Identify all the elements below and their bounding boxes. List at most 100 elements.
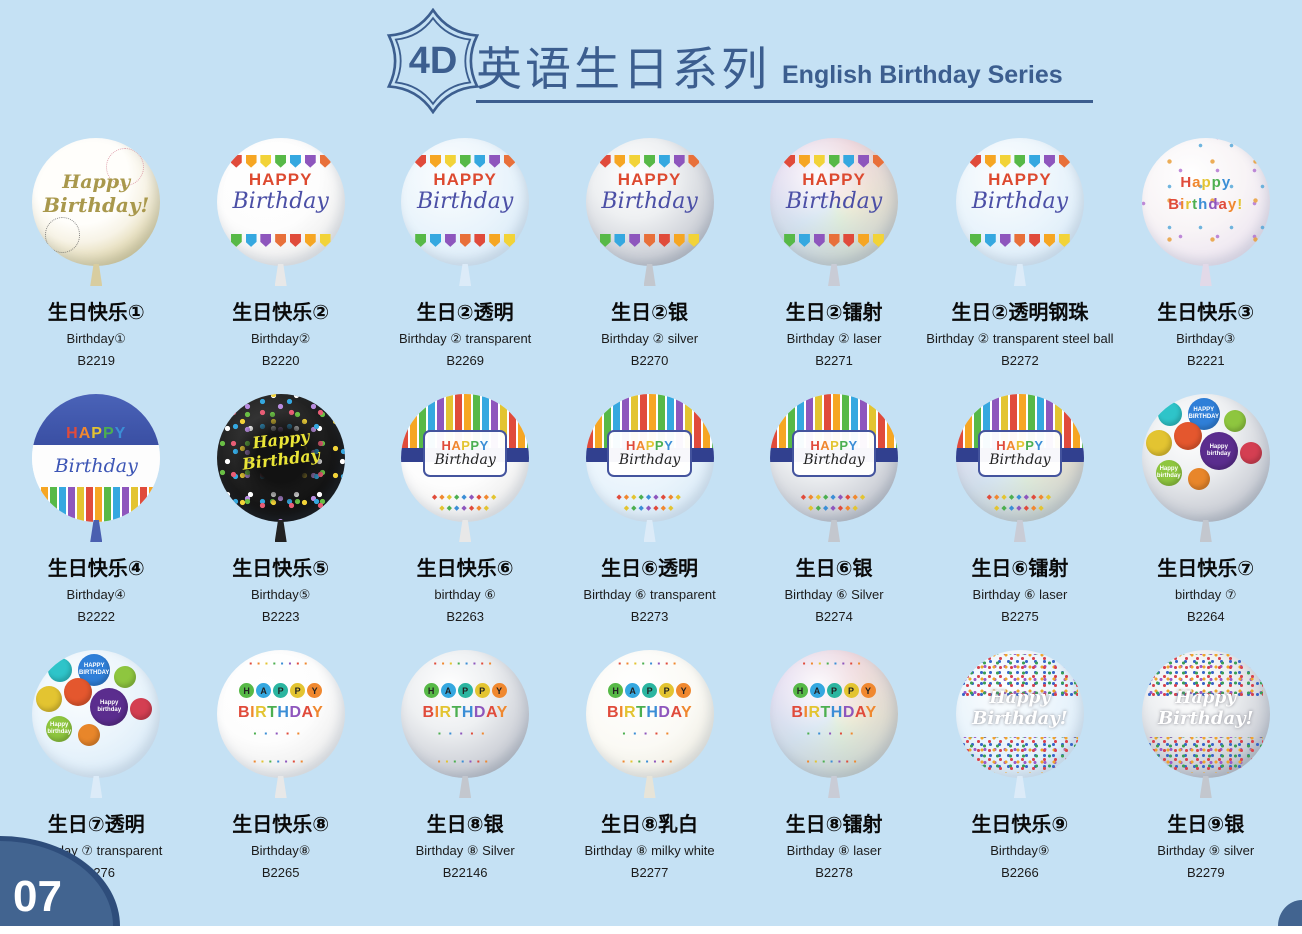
letter: A (625, 683, 641, 699)
product-cell: ▪▪▪▪▪▪▪▪ ▪▪▪▪▪ ▪▪▪▪▪▪▪ H A P P Y BIRTHDAY 生日⑧镭射 … (742, 648, 926, 881)
flag-icon (999, 233, 1011, 247)
balloon-text: HAPPY (248, 170, 313, 189)
balloon-text: Birthday (989, 451, 1051, 468)
letter: ▪ (830, 757, 838, 767)
balloon-wrap: HAPPY Birthday ◆◆◆◆◆◆◆◆◆ ◆◆◆◆◆◆◆ (401, 392, 530, 552)
balloon-image: ▪▪▪▪▪▪▪▪ ▪▪▪▪▪ ▪▪▪▪▪▪▪ H A P P Y BIRTHDAY (585, 650, 714, 778)
bunting-flags (599, 233, 700, 247)
product-name-en: Birthday① (66, 331, 126, 346)
letter: ◆ (1016, 493, 1024, 501)
letter: R (623, 703, 637, 721)
flag-icon (275, 154, 287, 168)
letter: ▪ (814, 757, 823, 767)
confetti-row: ▪▪▪▪▪▪▪▪ (780, 659, 888, 668)
balloon-text: Happy (1142, 174, 1270, 191)
letter: ◆ (830, 505, 838, 513)
flag-icon (503, 233, 515, 247)
letter: ▪ (828, 729, 840, 739)
mini-balloon (1157, 402, 1182, 426)
letter: ▪ (481, 729, 493, 739)
letter: P (290, 683, 306, 699)
bunting-flags (230, 233, 331, 247)
flag-icon (969, 154, 981, 168)
letter: ▪ (288, 658, 297, 668)
mini-balloon (1187, 468, 1210, 490)
letter: ▪ (626, 658, 634, 668)
letter: ◆ (1008, 505, 1017, 513)
product-code: B2219 (77, 353, 116, 368)
flag-icon (430, 154, 441, 168)
letter: ◆ (822, 505, 831, 513)
product-name-en: Birthday⑧ (251, 843, 311, 858)
letter: ▪ (453, 757, 462, 767)
product-name-en: Birthday ② transparent steel ball (926, 331, 1114, 346)
balloon-image: Happy Birthday! (1141, 138, 1270, 266)
letter: ▪ (834, 658, 842, 668)
letter: H (625, 437, 636, 453)
letter: ▪ (629, 757, 638, 767)
balloon-tail (643, 520, 656, 542)
flag-icon (614, 154, 626, 168)
letter: ▪ (470, 729, 482, 739)
letter: Y (114, 425, 127, 443)
product-code: B2273 (630, 609, 669, 624)
balloon-text: HAPPY (810, 438, 857, 453)
mini-balloon (1239, 442, 1262, 464)
page-number: 07 (13, 872, 62, 921)
product-name-en: birthday ⑥ (434, 587, 496, 602)
letter: ▪ (433, 658, 442, 668)
letter: A (485, 703, 497, 721)
balloon-tail (1013, 520, 1026, 542)
mini-balloon (1145, 430, 1172, 456)
letter: ◆ (1045, 493, 1054, 501)
balloon-image: Happy Birthday! (32, 138, 161, 266)
product-code: B2264 (1186, 609, 1225, 624)
product-code: B2265 (261, 865, 300, 880)
letter: ◆ (986, 493, 995, 501)
flag-icon (430, 233, 441, 247)
balloon-tail (643, 776, 656, 798)
letter: H (277, 703, 290, 721)
letter: a (1218, 195, 1228, 213)
product-cell: Happy Birthday! 生日快乐⑨ Birthday⑨ B2266 (926, 648, 1113, 881)
balloon-decoration (962, 653, 1078, 698)
product-name-zh: 生日快乐⑤ (232, 558, 330, 580)
letter: ◆ (668, 493, 676, 501)
flag-icon (1043, 154, 1055, 168)
product-name-en: Birthday ⑥ laser (972, 587, 1068, 602)
balloon-text: Birthday! (972, 707, 1068, 729)
letter: ◆ (631, 493, 639, 501)
confetti-row: ▪▪▪▪▪▪▪ (780, 757, 888, 766)
product-cell: HAPPY BIRTHDAY Happy birthday Happy birthd… (1114, 392, 1298, 625)
confetti-row: ▪▪▪▪▪▪▪ (411, 757, 519, 766)
mini-balloon (114, 666, 137, 688)
balloon-tail (90, 520, 103, 542)
flag-icon (474, 154, 486, 168)
letter: ▪ (276, 757, 285, 767)
bunting-flags (969, 233, 1070, 247)
flag-icon (599, 154, 611, 168)
letter: ◆ (859, 493, 868, 501)
balloon-tail (1013, 264, 1026, 286)
flag-icon (304, 154, 316, 168)
flag-icon (784, 154, 796, 168)
letter: ▪ (665, 658, 674, 668)
letter: ▪ (459, 729, 471, 739)
balloon-tail (274, 264, 287, 286)
letter: ◆ (822, 493, 831, 501)
balloon-tail (1199, 776, 1212, 798)
letter: H (423, 683, 439, 699)
flag-icon (828, 233, 840, 247)
letter: t (1192, 195, 1199, 213)
letter: ▪ (622, 757, 630, 767)
mini-balloon (78, 724, 101, 746)
product-name-zh: 生日快乐③ (1157, 302, 1255, 324)
letter: ◆ (845, 505, 853, 513)
flag-icon (275, 233, 287, 247)
product-name-zh: 生日快乐② (232, 302, 330, 324)
confetti-row: ▪▪▪▪▪ (227, 729, 335, 738)
flag-icon (614, 233, 626, 247)
letter: P (474, 683, 490, 699)
letter: ◆ (631, 505, 639, 513)
letter: P (659, 683, 675, 699)
